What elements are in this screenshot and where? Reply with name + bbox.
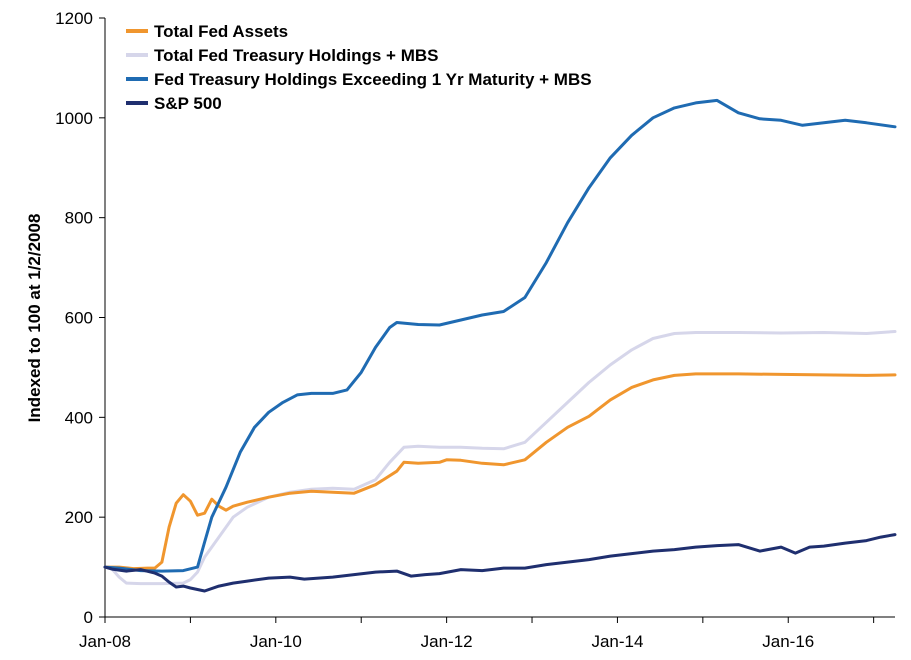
x-ticks: Jan-08 Jan-10 Jan-12 Jan-14 Jan-16: [79, 617, 875, 651]
legend-label-0: Total Fed Assets: [154, 22, 288, 41]
y-axis-title: Indexed to 100 at 1/2/2008: [25, 214, 44, 423]
y-tick-label: 600: [65, 309, 93, 328]
legend-label-1: Total Fed Treasury Holdings + MBS: [154, 46, 438, 65]
y-tick-label: 1200: [55, 9, 93, 28]
series-line-3: [103, 533, 897, 593]
x-tick-label: Jan-16: [762, 632, 814, 651]
y-tick-label: 1000: [55, 109, 93, 128]
legend-label-3: S&P 500: [154, 94, 222, 113]
y-tick-label: 200: [65, 508, 93, 527]
y-tick-label: 800: [65, 209, 93, 228]
x-tick-label: Jan-12: [421, 632, 473, 651]
series-layer: [103, 98, 897, 593]
legend-label-2: Fed Treasury Holdings Exceeding 1 Yr Mat…: [154, 70, 592, 89]
x-tick-label: Jan-08: [79, 632, 131, 651]
series-line-1: [103, 330, 897, 586]
legend: Total Fed Assets Total Fed Treasury Holdi…: [126, 22, 592, 113]
x-tick-label: Jan-14: [591, 632, 643, 651]
series-line-0: [103, 372, 897, 571]
y-ticks: 0 200 400 600 800 1000 1200: [55, 9, 105, 627]
series-line-2: [103, 98, 897, 573]
y-tick-label: 400: [65, 408, 93, 427]
axes: [104, 18, 895, 618]
x-tick-label: Jan-10: [250, 632, 302, 651]
y-tick-label: 0: [84, 608, 93, 627]
